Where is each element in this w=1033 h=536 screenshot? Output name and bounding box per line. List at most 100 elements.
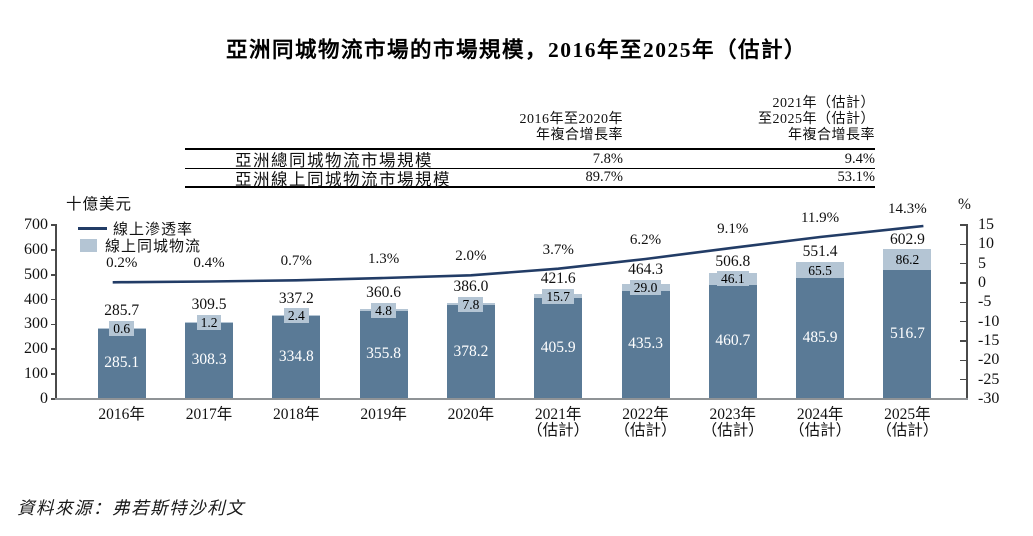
bar-base-value-label: 285.1 — [104, 354, 140, 372]
bar-total-label: 285.7 — [104, 302, 140, 320]
right-axis-tick-label: 10 — [978, 235, 994, 253]
bar — [534, 294, 583, 399]
penetration-percent-label: 11.9% — [800, 210, 840, 226]
table-row: 亞洲線上同城物流市場規模 89.7% 53.1% — [185, 168, 875, 189]
bar-base-value-label: 308.3 — [191, 351, 227, 369]
penetration-percent-label: 9.1% — [717, 220, 749, 237]
line-swatch-icon — [78, 226, 107, 231]
x-axis-label: 2019年 — [360, 406, 407, 423]
y-axis-tick-label: 600 — [24, 240, 48, 258]
penetration-percent-label: 0.7% — [280, 253, 312, 270]
penetration-percent-label: 14.3% — [888, 200, 927, 217]
right-axis-tick — [960, 282, 968, 284]
online-value-label: 4.8 — [371, 302, 397, 318]
bar — [883, 249, 932, 399]
right-axis-tick-label: -30 — [978, 390, 1000, 407]
legend-label: 線上同城物流 — [105, 239, 202, 255]
x-axis-label: 2021年 （估計） — [527, 406, 590, 439]
online-value-label: 46.1 — [716, 271, 749, 287]
y-axis-tick — [51, 273, 57, 276]
x-axis-label: 2018年 — [273, 406, 320, 423]
x-axis-label: 2020年 — [447, 406, 495, 423]
bar-base-value-label: 435.3 — [628, 335, 663, 353]
right-axis-tick — [960, 340, 968, 342]
x-axis-label: 2025年 （估計） — [876, 406, 939, 439]
bar — [185, 322, 233, 399]
legend-item-online-logistics: 線上同城物流 — [78, 237, 202, 255]
right-axis-tick-label: -20 — [978, 351, 1000, 369]
x-axis-label: 2022年 （估計） — [614, 406, 677, 439]
x-axis-label: 2023年 （估計） — [701, 406, 764, 439]
y-axis-tick-label: 400 — [24, 290, 48, 308]
right-axis-tick-label: 15 — [978, 216, 994, 233]
bar-total-label: 386.0 — [453, 278, 489, 295]
bar-total-label: 506.8 — [715, 252, 751, 270]
y-axis-tick — [51, 298, 57, 301]
online-value-label: 86.2 — [891, 252, 924, 268]
x-axis-label: 2016年 — [98, 406, 145, 423]
right-axis-tick — [960, 378, 968, 381]
right-axis-tick — [960, 359, 968, 362]
y-axis-tick-label: 300 — [24, 315, 48, 333]
right-axis-tick-label: -10 — [978, 312, 1000, 330]
online-value-label: 65.5 — [804, 262, 836, 278]
right-axis-tick — [960, 301, 968, 304]
y-axis-tick-label: 200 — [24, 340, 48, 358]
online-value-label: 2.4 — [283, 308, 309, 323]
y-axis-tick — [51, 398, 57, 400]
bar-online-value-chip: 65.5 — [775, 262, 865, 278]
penetration-percent-label: 0.2% — [106, 255, 138, 272]
bar-total-label: 309.5 — [191, 296, 227, 314]
bar-base-value-label: 378.2 — [453, 342, 489, 360]
bar-total-label: 337.2 — [278, 289, 314, 307]
right-axis-tick — [960, 320, 968, 323]
x-axis-line — [55, 397, 969, 400]
right-axis-tick — [960, 224, 968, 226]
y-axis-tick — [51, 249, 57, 251]
online-value-label: 1.2 — [196, 314, 222, 330]
chart-legend: 線上滲透率 線上同城物流 — [78, 220, 202, 255]
bar-online-value-chip: 15.7 — [513, 288, 603, 304]
page-title: 亞洲同城物流市場的市場規模，2016年至2025年（估計） — [225, 38, 807, 62]
right-axis-line — [966, 225, 968, 400]
cagr-table: 2016年至2020年 年複合增長率 2021年（估計） 至2025年（估計） … — [185, 96, 875, 189]
bar-base-value-label: 460.7 — [715, 332, 751, 350]
row-value-2016-2020: 7.8% — [592, 150, 623, 167]
source-note: 資料來源：弗若斯特沙利文 — [17, 498, 245, 518]
y-axis-tick-label: 700 — [24, 216, 48, 233]
right-axis-tick-label: -25 — [978, 370, 1000, 388]
penetration-percent-label: 6.2% — [629, 232, 662, 248]
bar-total-label: 360.6 — [366, 284, 402, 301]
right-axis-title: % — [958, 196, 972, 213]
square-swatch-icon — [80, 239, 97, 252]
y-axis-tick — [51, 323, 57, 326]
row-label: 亞洲線上同城物流市場規模 — [235, 169, 451, 189]
y-axis-tick — [51, 348, 57, 351]
x-axis-label: 2017年 — [185, 406, 233, 423]
left-axis-title: 十億美元 — [66, 196, 133, 213]
penetration-percent-label: 2.0% — [455, 248, 487, 265]
row-value-2021-2025: 9.4% — [844, 150, 875, 167]
online-value-label: 0.6 — [109, 320, 135, 336]
right-axis-tick-label: -15 — [978, 332, 1000, 349]
bar-base-value-label: 334.8 — [278, 347, 314, 365]
bar — [272, 315, 321, 399]
row-value-2016-2020: 89.7% — [585, 169, 623, 185]
right-axis-tick-label: 5 — [978, 254, 986, 272]
right-axis-tick-label: 0 — [978, 274, 986, 291]
bar-online-value-chip: 86.2 — [862, 252, 952, 268]
bar-total-label: 464.3 — [628, 261, 663, 279]
table-row: 亞洲總同城物流市場規模 7.8% 9.4% — [185, 148, 875, 170]
online-value-label: 7.8 — [458, 296, 484, 312]
penetration-percent-label: 3.7% — [542, 241, 574, 258]
row-label: 亞洲總同城物流市場規模 — [235, 151, 433, 170]
online-value-label: 29.0 — [629, 279, 662, 295]
right-axis-tick-label: -5 — [978, 293, 992, 311]
bar-base-value-label: 516.7 — [889, 325, 925, 343]
y-axis-tick — [51, 373, 57, 375]
cagr-header-2021-2025: 2021年（估計） 至2025年（估計） 年複合增長率 — [758, 96, 875, 143]
y-axis-tick-label: 100 — [24, 365, 48, 383]
y-axis-tick-label: 500 — [24, 265, 48, 283]
